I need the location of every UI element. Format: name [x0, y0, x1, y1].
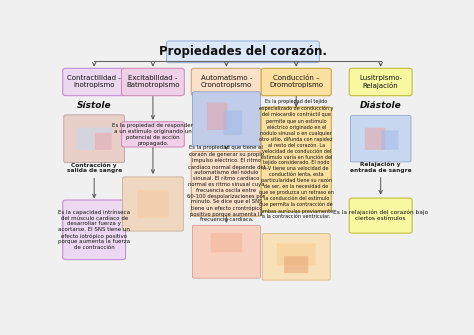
FancyBboxPatch shape — [192, 225, 260, 278]
FancyBboxPatch shape — [349, 68, 412, 96]
FancyBboxPatch shape — [349, 198, 412, 233]
FancyBboxPatch shape — [210, 233, 242, 253]
FancyBboxPatch shape — [382, 130, 398, 150]
Text: Automatismo -
Cronotropismo: Automatismo - Cronotropismo — [201, 75, 252, 88]
FancyBboxPatch shape — [166, 41, 319, 63]
FancyBboxPatch shape — [137, 190, 169, 218]
Text: Lusitrpismo-
Relajación: Lusitrpismo- Relajación — [359, 75, 402, 89]
Text: Es la capacidad intrínseca
del músculo cardíaco de
desarrollar fuerza y
acortars: Es la capacidad intrínseca del músculo c… — [58, 209, 130, 250]
FancyBboxPatch shape — [284, 256, 308, 273]
Text: Es la propiedad que tiene el
coraón de generar su propio
impulso eléctrico. El r: Es la propiedad que tiene el coraón de g… — [187, 145, 265, 222]
FancyBboxPatch shape — [63, 68, 126, 96]
FancyBboxPatch shape — [95, 133, 112, 150]
FancyBboxPatch shape — [277, 243, 316, 265]
FancyBboxPatch shape — [262, 234, 330, 280]
FancyBboxPatch shape — [64, 115, 125, 162]
Text: Diástole: Diástole — [360, 101, 401, 110]
Text: Sístole: Sístole — [77, 101, 111, 110]
FancyBboxPatch shape — [261, 68, 331, 96]
FancyBboxPatch shape — [121, 68, 184, 96]
FancyBboxPatch shape — [207, 103, 228, 130]
Text: Contractilidad -
Inotropismo: Contractilidad - Inotropismo — [67, 75, 121, 88]
Text: Conducción –
Dromotropismo: Conducción – Dromotropismo — [269, 75, 323, 88]
FancyBboxPatch shape — [350, 116, 411, 162]
FancyBboxPatch shape — [63, 200, 126, 260]
FancyBboxPatch shape — [121, 122, 184, 147]
Text: Es la relajación del corazón bajo
ciertos estímulos: Es la relajación del corazón bajo cierto… — [333, 210, 428, 221]
FancyBboxPatch shape — [76, 128, 112, 150]
Text: Relajación y
entrada de sangre: Relajación y entrada de sangre — [350, 161, 411, 173]
FancyBboxPatch shape — [261, 107, 331, 212]
FancyBboxPatch shape — [365, 128, 385, 150]
FancyBboxPatch shape — [223, 110, 242, 135]
Text: Es la propiedad de responder
a un estímulo originando un
potencial de acción
pro: Es la propiedad de responder a un estímu… — [112, 123, 193, 146]
Text: Contracción y
salida de sangre: Contracción y salida de sangre — [66, 162, 122, 174]
FancyBboxPatch shape — [59, 40, 427, 298]
FancyBboxPatch shape — [191, 151, 262, 216]
FancyBboxPatch shape — [192, 92, 260, 146]
Text: Es la propiedad del tejido
especializado de conducción y
del miocardio contrácti: Es la propiedad del tejido especializado… — [259, 99, 334, 219]
Text: Excitabilidad -
Batmotropismo: Excitabilidad - Batmotropismo — [126, 75, 180, 88]
FancyBboxPatch shape — [123, 177, 183, 231]
Text: Propiedades del corazón.: Propiedades del corazón. — [159, 45, 327, 58]
FancyBboxPatch shape — [191, 68, 262, 96]
